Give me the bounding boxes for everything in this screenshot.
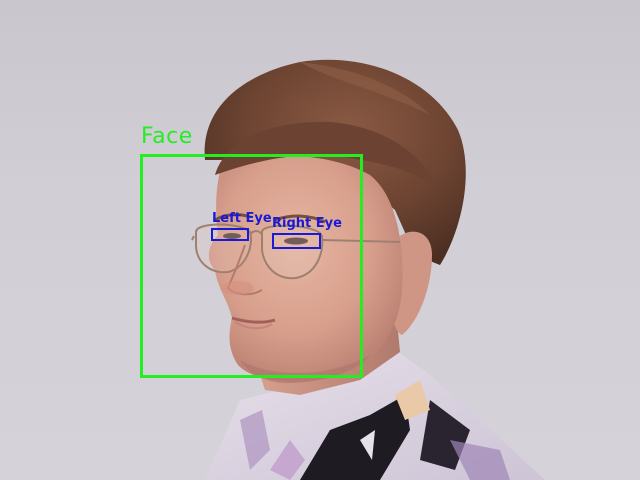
right-eye-detection-label: Right Eye bbox=[272, 216, 342, 231]
face-detection-box bbox=[140, 154, 363, 378]
face-detection-label: Face bbox=[141, 124, 193, 149]
left-eye-detection-box bbox=[211, 228, 249, 241]
eye-left bbox=[223, 233, 241, 239]
eyebrow-left bbox=[214, 213, 251, 222]
eye-right bbox=[284, 237, 308, 245]
shirt bbox=[205, 350, 545, 480]
right-eye-detection-box bbox=[272, 233, 321, 249]
eyebrow-right bbox=[274, 214, 326, 224]
mouth bbox=[231, 316, 276, 324]
left-eye-detection-label: Left Eye bbox=[212, 211, 272, 226]
face-skin bbox=[208, 155, 403, 382]
